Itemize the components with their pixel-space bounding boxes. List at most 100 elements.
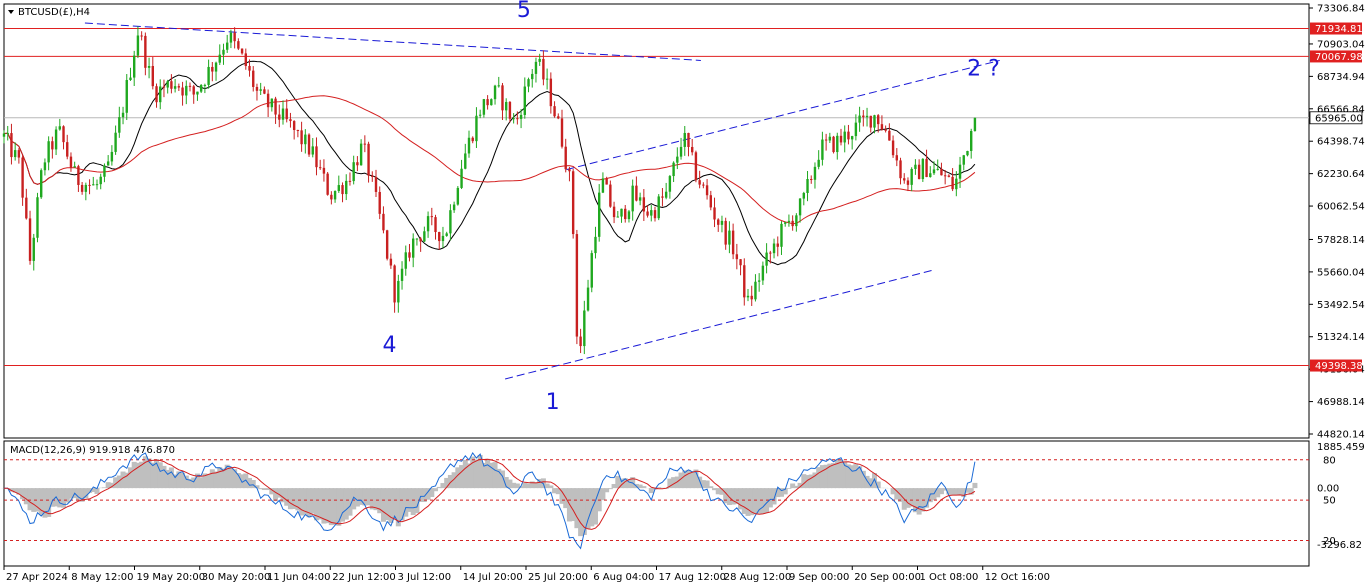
candle-body <box>880 124 884 130</box>
time-tick-label: 12 Oct 16:00 <box>985 572 1050 583</box>
macd-histogram-bar <box>738 488 744 510</box>
macd-histogram-bar <box>905 488 911 508</box>
candle-body <box>891 140 895 156</box>
macd-histogram-bar <box>198 477 204 489</box>
wave-annotations: 5 4 1 2 ? <box>382 0 999 415</box>
macd-histogram-bar <box>459 465 465 489</box>
macd-histogram-bar <box>139 461 145 489</box>
candle-body <box>921 158 925 180</box>
macd-histogram-bar <box>477 454 483 489</box>
candle-body <box>211 66 214 72</box>
macd-histogram-bar <box>247 477 253 489</box>
candle-body <box>69 156 73 168</box>
macd-histogram-bar <box>410 488 416 516</box>
candle-body <box>947 175 951 177</box>
candle-body <box>226 42 229 50</box>
candle-body <box>955 178 958 190</box>
macd-histogram-bar <box>890 488 896 495</box>
candle-body <box>114 132 117 152</box>
macd-histogram-bar <box>622 478 628 489</box>
macd-panel[interactable] <box>3 440 1310 567</box>
macd-histogram-bar <box>968 488 974 495</box>
macd-histogram-bar <box>38 488 44 515</box>
macd-axis-label: -3296.82 <box>1317 540 1362 551</box>
macd-axis-label: 0.00 <box>1317 484 1339 495</box>
macd-histogram-bar <box>27 488 33 511</box>
candle-body <box>951 176 954 190</box>
macd-histogram-bar <box>808 474 814 489</box>
time-tick-label: 1 Oct 08:00 <box>920 572 979 583</box>
macd-histogram-bar <box>358 488 364 505</box>
macd-histogram-bar <box>838 459 844 489</box>
macd-signal-line <box>4 458 976 530</box>
macd-histogram-bar <box>90 488 96 493</box>
macd-histogram-bar <box>619 478 625 489</box>
candle-body <box>129 77 132 81</box>
macd-histogram-bar <box>336 488 342 526</box>
candle-body <box>73 166 76 168</box>
candle-body <box>140 35 143 37</box>
candle-body <box>36 197 39 238</box>
macd-histogram-bar <box>12 488 18 493</box>
candle-body <box>605 178 608 185</box>
moving-average-1 <box>3 95 976 225</box>
macd-histogram-bar <box>626 479 632 489</box>
candle-body <box>319 167 322 169</box>
candle-body <box>821 139 824 160</box>
candle-body <box>702 184 705 186</box>
macd-histogram-bar <box>972 482 978 489</box>
candle-body <box>66 142 69 157</box>
time-tick-label: 9 Sep 00:00 <box>789 572 849 583</box>
macd-histogram-bar <box>8 488 14 492</box>
candle-body <box>203 84 207 86</box>
macd-histogram-bar <box>470 456 476 489</box>
candle-body <box>698 180 701 185</box>
macd-histogram-bar <box>31 488 37 512</box>
macd-histogram-bar <box>514 483 520 489</box>
candle-body <box>133 55 136 78</box>
candle-body <box>505 101 508 111</box>
macd-histogram-bar <box>786 488 792 489</box>
candle-body <box>817 159 820 167</box>
candle-body <box>222 49 225 55</box>
moving-average-0 <box>3 60 976 266</box>
time-tick-label: 27 Apr 2024 <box>6 572 68 583</box>
macd-histogram-bar <box>700 480 706 489</box>
candle-body <box>304 134 307 145</box>
candle-body <box>185 85 188 96</box>
candle-body <box>296 129 300 131</box>
macd-histogram-bar <box>734 488 740 505</box>
macd-histogram-bar <box>875 481 881 489</box>
candle-body <box>359 143 363 166</box>
horizontal-levels <box>4 28 1309 367</box>
macd-histogram-bar <box>61 488 67 508</box>
symbol-dropdown-icon[interactable] <box>8 10 14 14</box>
macd-histogram-bar <box>384 488 390 520</box>
price-tick-label: 66566.84 <box>1317 104 1365 115</box>
macd-histogram-bar <box>912 488 918 513</box>
candle-body <box>300 130 303 145</box>
candle-body <box>311 146 314 155</box>
macd-histogram-bar <box>183 475 189 489</box>
macd-histogram-bar <box>648 488 654 494</box>
candle-body <box>151 66 154 87</box>
macd-histogram-bar <box>749 488 755 516</box>
macd-histogram-bar <box>68 488 74 499</box>
candle-body <box>672 162 675 177</box>
candle-body <box>497 85 500 87</box>
macd-histogram-bar <box>756 488 762 514</box>
macd-histogram-bar <box>589 488 595 527</box>
macd-histogram-bar <box>708 486 714 489</box>
macd-histogram-bar <box>812 472 818 489</box>
candle-body <box>348 180 352 182</box>
price-tick-label: 44820.14 <box>1317 430 1365 441</box>
candle-body <box>664 191 668 198</box>
candle-body <box>824 139 828 141</box>
macd-histogram-bar <box>83 488 89 499</box>
macd-histogram-bar <box>150 462 156 489</box>
candle-body <box>99 176 102 185</box>
macd-histogram-bar <box>406 488 412 512</box>
time-tick-label: 25 Jul 20:00 <box>528 572 588 583</box>
price-panel[interactable] <box>3 3 1310 439</box>
candle-body <box>650 210 653 216</box>
